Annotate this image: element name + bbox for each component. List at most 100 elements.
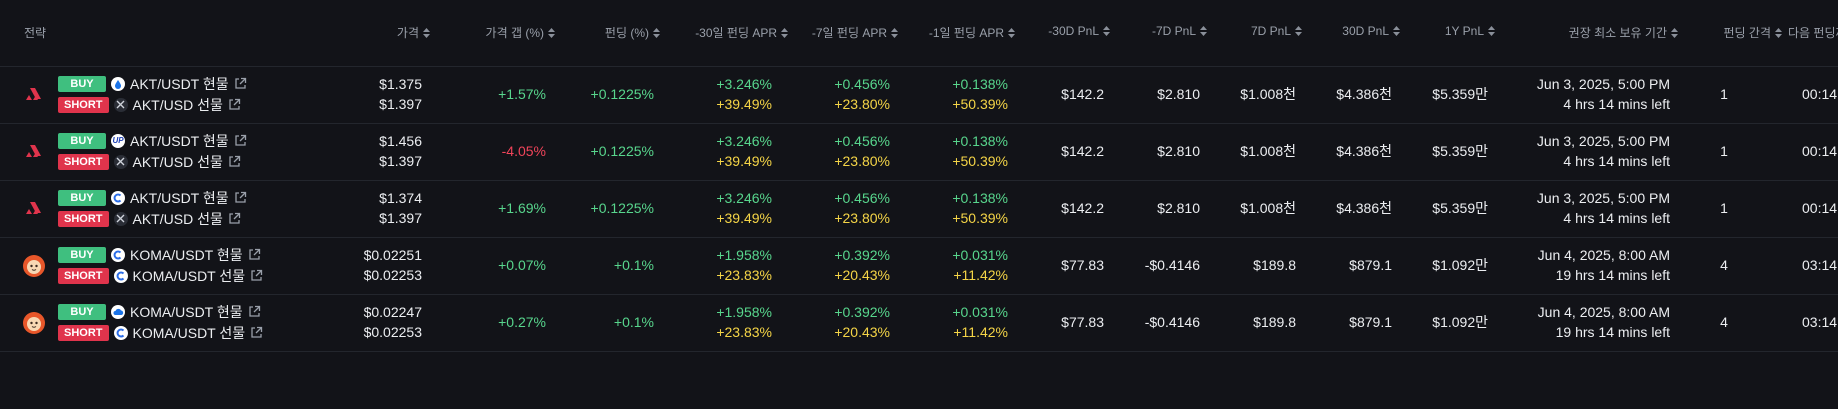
apr7-cell: +0.392% +20.43%	[834, 302, 890, 342]
header-hold-label: 권장 최소 보유 기간	[1569, 24, 1667, 41]
price-buy: $1.374	[379, 188, 422, 208]
hold-cell: Jun 4, 2025, 8:00 AM 19 hrs 14 mins left	[1538, 302, 1670, 342]
apr1-annual: +11.42%	[952, 265, 1008, 285]
hold-left: 19 hrs 14 mins left	[1538, 265, 1670, 285]
short-leg: SHORT AKT/USD 선물	[58, 94, 247, 115]
header-pnl-1y-label: 1Y PnL	[1445, 24, 1484, 38]
apr7-value: +0.456%	[834, 188, 890, 208]
hold-cell: Jun 3, 2025, 5:00 PM 4 hrs 14 mins left	[1537, 188, 1670, 228]
short-pair[interactable]: KOMA/USDT 선물	[133, 323, 246, 343]
pnl-m30: $142.2	[1061, 141, 1104, 161]
header-hold[interactable]: 권장 최소 보유 기간	[1510, 24, 1678, 41]
header-strategy: 전략	[24, 24, 46, 41]
buy-pair[interactable]: AKT/USDT 현물	[130, 188, 229, 208]
pnl-1y: $5.359만	[1432, 198, 1488, 218]
apr7-annual: +23.80%	[834, 94, 890, 114]
akt-icon	[22, 140, 46, 164]
pnl-m30: $142.2	[1061, 198, 1104, 218]
price-short: $1.397	[379, 94, 422, 114]
header-price[interactable]: 가격	[360, 24, 430, 41]
header-apr1[interactable]: -1일 펀딩 APR	[905, 24, 1015, 41]
header-pnl-1y[interactable]: 1Y PnL	[1405, 24, 1495, 38]
external-link-icon[interactable]	[248, 305, 261, 318]
header-next[interactable]: 다음 펀딩까	[1788, 24, 1838, 41]
apr30-annual: +39.49%	[716, 208, 772, 228]
pnl-7: $189.8	[1253, 255, 1296, 275]
short-pair[interactable]: AKT/USD 선물	[133, 209, 223, 229]
strategy-legs: BUY AKT/USDT 현물 SHORT AKT/USD 선물	[58, 73, 247, 115]
header-pnl-m30-label: -30D PnL	[1048, 24, 1099, 38]
header-price-gap[interactable]: 가격 갭 (%)	[440, 24, 555, 41]
external-link-icon[interactable]	[250, 269, 263, 282]
price-cell: $1.375 $1.397	[379, 74, 422, 114]
external-link-icon[interactable]	[228, 155, 241, 168]
header-apr7[interactable]: -7일 펀딩 APR	[795, 24, 898, 41]
sort-icon	[653, 28, 660, 38]
header-price-label: 가격	[397, 24, 419, 41]
external-link-icon[interactable]	[228, 212, 241, 225]
header-pnl-7[interactable]: 7D PnL	[1215, 24, 1302, 38]
buy-pair[interactable]: KOMA/USDT 현물	[130, 245, 243, 265]
price-buy: $0.02247	[364, 302, 422, 322]
hold-date: Jun 3, 2025, 5:00 PM	[1537, 188, 1670, 208]
apr30-annual: +23.83%	[716, 322, 772, 342]
apr1-cell: +0.138% +50.39%	[952, 131, 1008, 171]
hold-cell: Jun 3, 2025, 5:00 PM 4 hrs 14 mins left	[1537, 74, 1670, 114]
header-pnl-30[interactable]: 30D PnL	[1310, 24, 1400, 38]
pnl-m7: $2.810	[1157, 141, 1200, 161]
external-link-icon[interactable]	[234, 77, 247, 90]
buy-pair[interactable]: KOMA/USDT 현물	[130, 302, 243, 322]
pnl-m7: -$0.4146	[1145, 312, 1200, 332]
header-pnl-m30[interactable]: -30D PnL	[1025, 24, 1110, 38]
strategy-legs: BUY KOMA/USDT 현물 SHORT KOMA/USDT 선물	[58, 301, 263, 343]
table-row[interactable]: BUY AKT/USDT 현물 SHORT AKT/USD 선물 $1.374 …	[0, 180, 1838, 238]
header-interval[interactable]: 펀딩 간격	[1690, 24, 1782, 41]
buy-pair[interactable]: AKT/USDT 현물	[130, 74, 229, 94]
short-badge: SHORT	[58, 325, 109, 341]
sort-icon	[1393, 26, 1400, 36]
pnl-30: $879.1	[1349, 255, 1392, 275]
short-leg: SHORT KOMA/USDT 선물	[58, 322, 263, 343]
table-row[interactable]: BUY KOMA/USDT 현물 SHORT KOMA/USDT 선물 $0.0…	[0, 294, 1838, 352]
short-pair[interactable]: AKT/USD 선물	[133, 152, 223, 172]
external-link-icon[interactable]	[234, 134, 247, 147]
apr1-cell: +0.031% +11.42%	[952, 302, 1008, 342]
pnl-30: $4.386천	[1336, 198, 1392, 218]
pnl-7: $189.8	[1253, 312, 1296, 332]
price-gap: +1.57%	[498, 84, 546, 104]
short-pair[interactable]: KOMA/USDT 선물	[133, 266, 246, 286]
short-pair[interactable]: AKT/USD 선물	[133, 95, 223, 115]
external-link-icon[interactable]	[248, 248, 261, 261]
header-apr30[interactable]: -30일 펀딩 APR	[670, 24, 788, 41]
apr30-value: +3.246%	[716, 188, 772, 208]
pnl-1y: $1.092만	[1432, 255, 1488, 275]
pnl-7: $1.008천	[1240, 84, 1296, 104]
table-row[interactable]: BUY KOMA/USDT 현물 SHORT KOMA/USDT 선물 $0.0…	[0, 237, 1838, 295]
next-funding: 00:14	[1802, 84, 1837, 104]
apr30-annual: +23.83%	[716, 265, 772, 285]
pnl-m30: $77.83	[1061, 255, 1104, 275]
table-row[interactable]: BUY AKT/USDT 현물 SHORT AKT/USD 선물 $1.375 …	[0, 66, 1838, 124]
price-buy: $0.02251	[364, 245, 422, 265]
apr1-annual: +11.42%	[952, 322, 1008, 342]
buy-pair[interactable]: AKT/USDT 현물	[130, 131, 229, 151]
external-link-icon[interactable]	[234, 191, 247, 204]
apr7-annual: +23.80%	[834, 208, 890, 228]
header-pnl-m7[interactable]: -7D PnL	[1120, 24, 1207, 38]
hold-date: Jun 3, 2025, 5:00 PM	[1537, 131, 1670, 151]
external-link-icon[interactable]	[250, 326, 263, 339]
strategy-legs: BUY KOMA/USDT 현물 SHORT KOMA/USDT 선물	[58, 244, 263, 286]
apr30-cell: +3.246% +39.49%	[716, 131, 772, 171]
header-pnl-7-label: 7D PnL	[1251, 24, 1291, 38]
header-funding[interactable]: 펀딩 (%)	[560, 24, 660, 41]
external-link-icon[interactable]	[228, 98, 241, 111]
apr30-value: +1.958%	[716, 245, 772, 265]
apr1-value: +0.138%	[952, 74, 1008, 94]
apr7-cell: +0.456% +23.80%	[834, 74, 890, 114]
apr30-cell: +1.958% +23.83%	[716, 245, 772, 285]
table-row[interactable]: BUY UP AKT/USDT 현물 SHORT AKT/USD 선물 $1.4…	[0, 123, 1838, 181]
apr7-value: +0.456%	[834, 74, 890, 94]
header-apr7-label: -7일 펀딩 APR	[812, 24, 887, 41]
drop-exchange-icon	[111, 77, 125, 91]
apr1-annual: +50.39%	[952, 208, 1008, 228]
